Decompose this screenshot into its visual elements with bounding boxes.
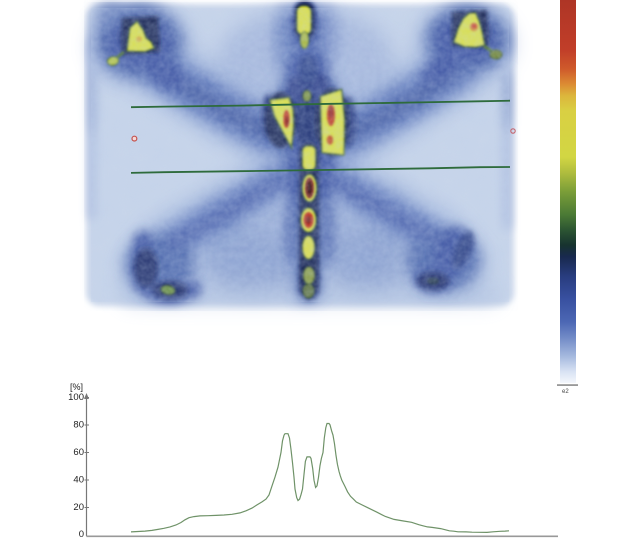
svg-text:40: 40 bbox=[73, 475, 84, 486]
svg-text:100: 100 bbox=[68, 392, 84, 403]
svg-text:0: 0 bbox=[79, 529, 84, 540]
svg-text:20: 20 bbox=[73, 502, 84, 513]
svg-text:e2: e2 bbox=[562, 389, 569, 395]
svg-text:[%]: [%] bbox=[70, 382, 83, 392]
svg-text:80: 80 bbox=[73, 420, 84, 431]
svg-text:60: 60 bbox=[73, 447, 84, 458]
